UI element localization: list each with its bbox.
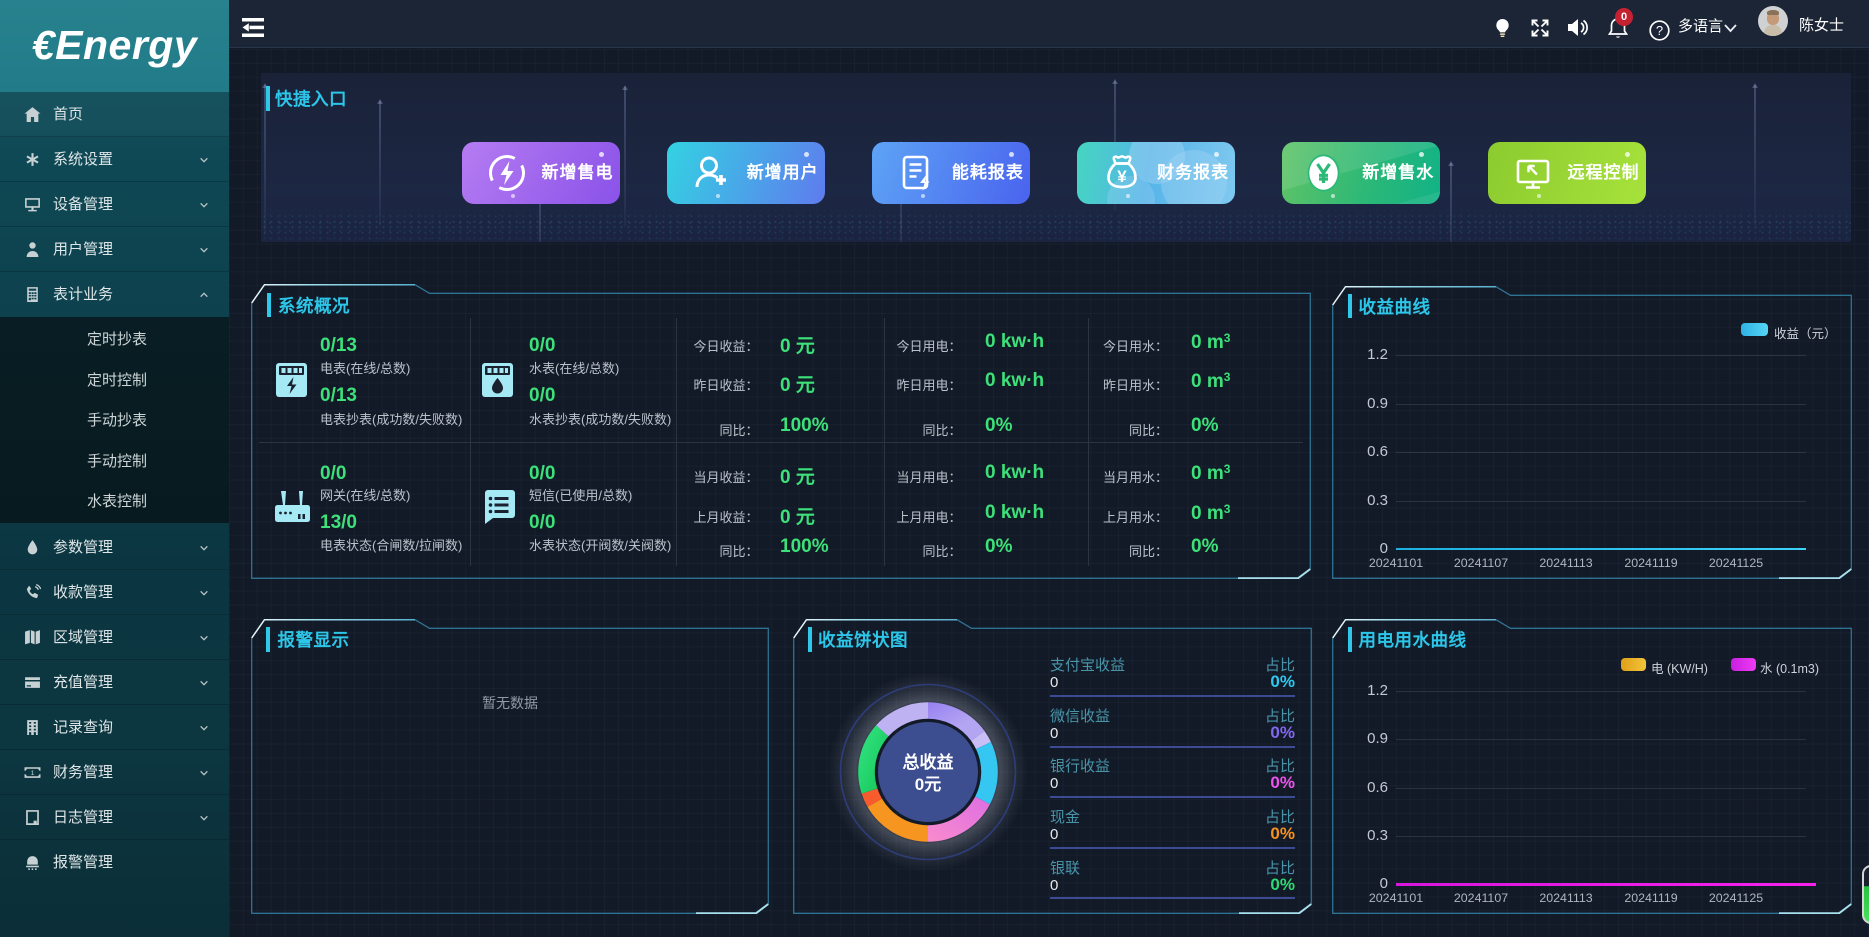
svg-text:总收益: 总收益 xyxy=(903,752,954,772)
svg-text:1: 1 xyxy=(31,770,35,777)
svg-text:0元: 0元 xyxy=(915,775,941,794)
svg-text:¥: ¥ xyxy=(1117,167,1127,186)
svg-text:?: ? xyxy=(1656,23,1663,38)
